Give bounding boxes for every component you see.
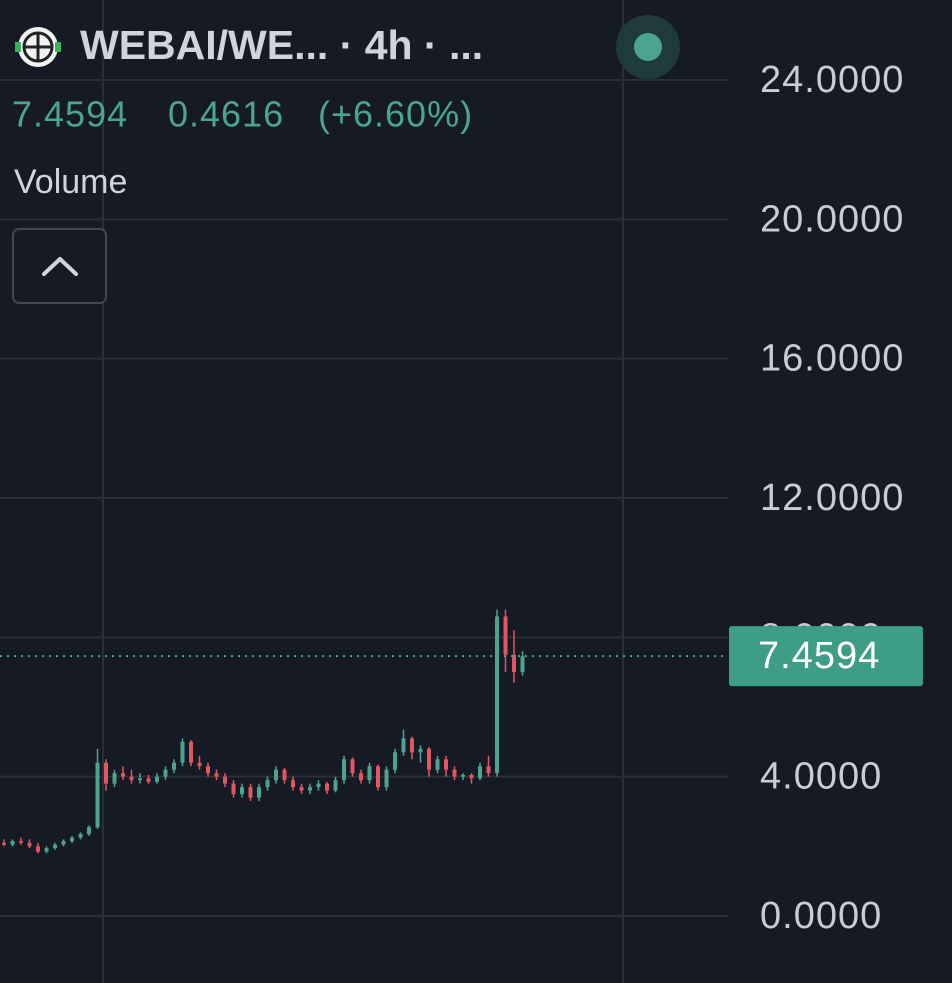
- candle-body: [393, 752, 397, 770]
- candle-body: [189, 741, 193, 763]
- candle-body: [367, 766, 372, 781]
- candle-body: [350, 759, 355, 774]
- header-change: 0.4616: [168, 94, 284, 135]
- candle-body: [248, 787, 253, 798]
- candle-body: [172, 762, 176, 770]
- candle-body: [444, 759, 448, 770]
- candle-body: [240, 787, 244, 795]
- candle-body: [155, 776, 159, 782]
- candle-body: [342, 759, 346, 781]
- candle-body: [291, 780, 295, 788]
- last-price-box: [729, 626, 923, 687]
- candle-body: [10, 841, 15, 845]
- candle-body: [231, 783, 236, 795]
- candle-body: [206, 766, 210, 774]
- candles: [0, 609, 728, 854]
- candle-body: [27, 842, 32, 847]
- candle-body: [214, 773, 219, 777]
- y-tick-label: 20.0000: [760, 198, 904, 240]
- y-tick-label: 24.0000: [760, 59, 904, 101]
- candle-body: [197, 762, 202, 767]
- candle-body: [410, 738, 414, 753]
- candle-body: [129, 776, 134, 781]
- y-tick-label: 12.0000: [760, 477, 904, 519]
- y-tick-label: 0.0000: [760, 895, 882, 937]
- candle-body: [70, 837, 74, 842]
- candle-body: [469, 774, 474, 779]
- candle-body: [486, 766, 491, 774]
- candle-body: [316, 783, 321, 788]
- candle-body: [19, 841, 23, 843]
- candle-body: [452, 769, 457, 777]
- candle-body: [495, 616, 499, 774]
- candle-body: [401, 738, 406, 753]
- candle-body: [435, 759, 440, 770]
- candle-body: [503, 616, 508, 655]
- candle-body: [2, 842, 6, 845]
- collapse-button[interactable]: [12, 228, 107, 304]
- candle-body: [78, 834, 83, 838]
- candle-body: [282, 769, 287, 781]
- candle-body: [138, 778, 142, 781]
- symbol-title: WEBAI/WE... · 4h · ...: [80, 22, 483, 68]
- candle-body: [146, 778, 151, 782]
- candle-body: [121, 773, 125, 777]
- header-change-pct: (+6.60%): [318, 94, 473, 135]
- candle-body: [265, 780, 270, 788]
- candle-body: [308, 787, 312, 791]
- y-tick-label: 16.0000: [760, 338, 904, 380]
- candle-body: [325, 783, 329, 791]
- candle-body: [418, 748, 423, 753]
- candle-body: [376, 766, 380, 788]
- candle-body: [36, 846, 40, 852]
- candle-body: [104, 762, 108, 784]
- candle-body: [180, 741, 185, 763]
- header-close: 7.4594: [12, 94, 128, 135]
- indicator-label: Volume: [14, 163, 127, 201]
- candle-body: [299, 787, 304, 791]
- candle-body: [112, 773, 117, 784]
- candle-body: [461, 774, 465, 777]
- candle-body: [274, 769, 278, 781]
- candle-body: [53, 844, 57, 849]
- candle-body: [163, 769, 168, 777]
- candle-body: [520, 656, 525, 673]
- candle-body: [61, 841, 66, 845]
- status-dot: [634, 33, 662, 61]
- candle-body: [333, 780, 338, 791]
- candle-body: [384, 769, 389, 788]
- price-axis: 0.00004.00008.000012.000016.000020.00002…: [729, 59, 923, 937]
- candle-body: [257, 787, 261, 798]
- candle-body: [512, 654, 516, 673]
- candle-body: [95, 762, 100, 828]
- candle-body: [87, 827, 91, 835]
- candle-body: [427, 748, 431, 770]
- last-price-label: 7.4594: [758, 635, 880, 677]
- symbol-logo: [15, 27, 61, 67]
- y-tick-label: 4.0000: [760, 756, 882, 798]
- candle-body: [478, 766, 482, 779]
- candle-body: [44, 848, 49, 852]
- candle-body: [223, 776, 227, 784]
- candle-body: [359, 773, 363, 781]
